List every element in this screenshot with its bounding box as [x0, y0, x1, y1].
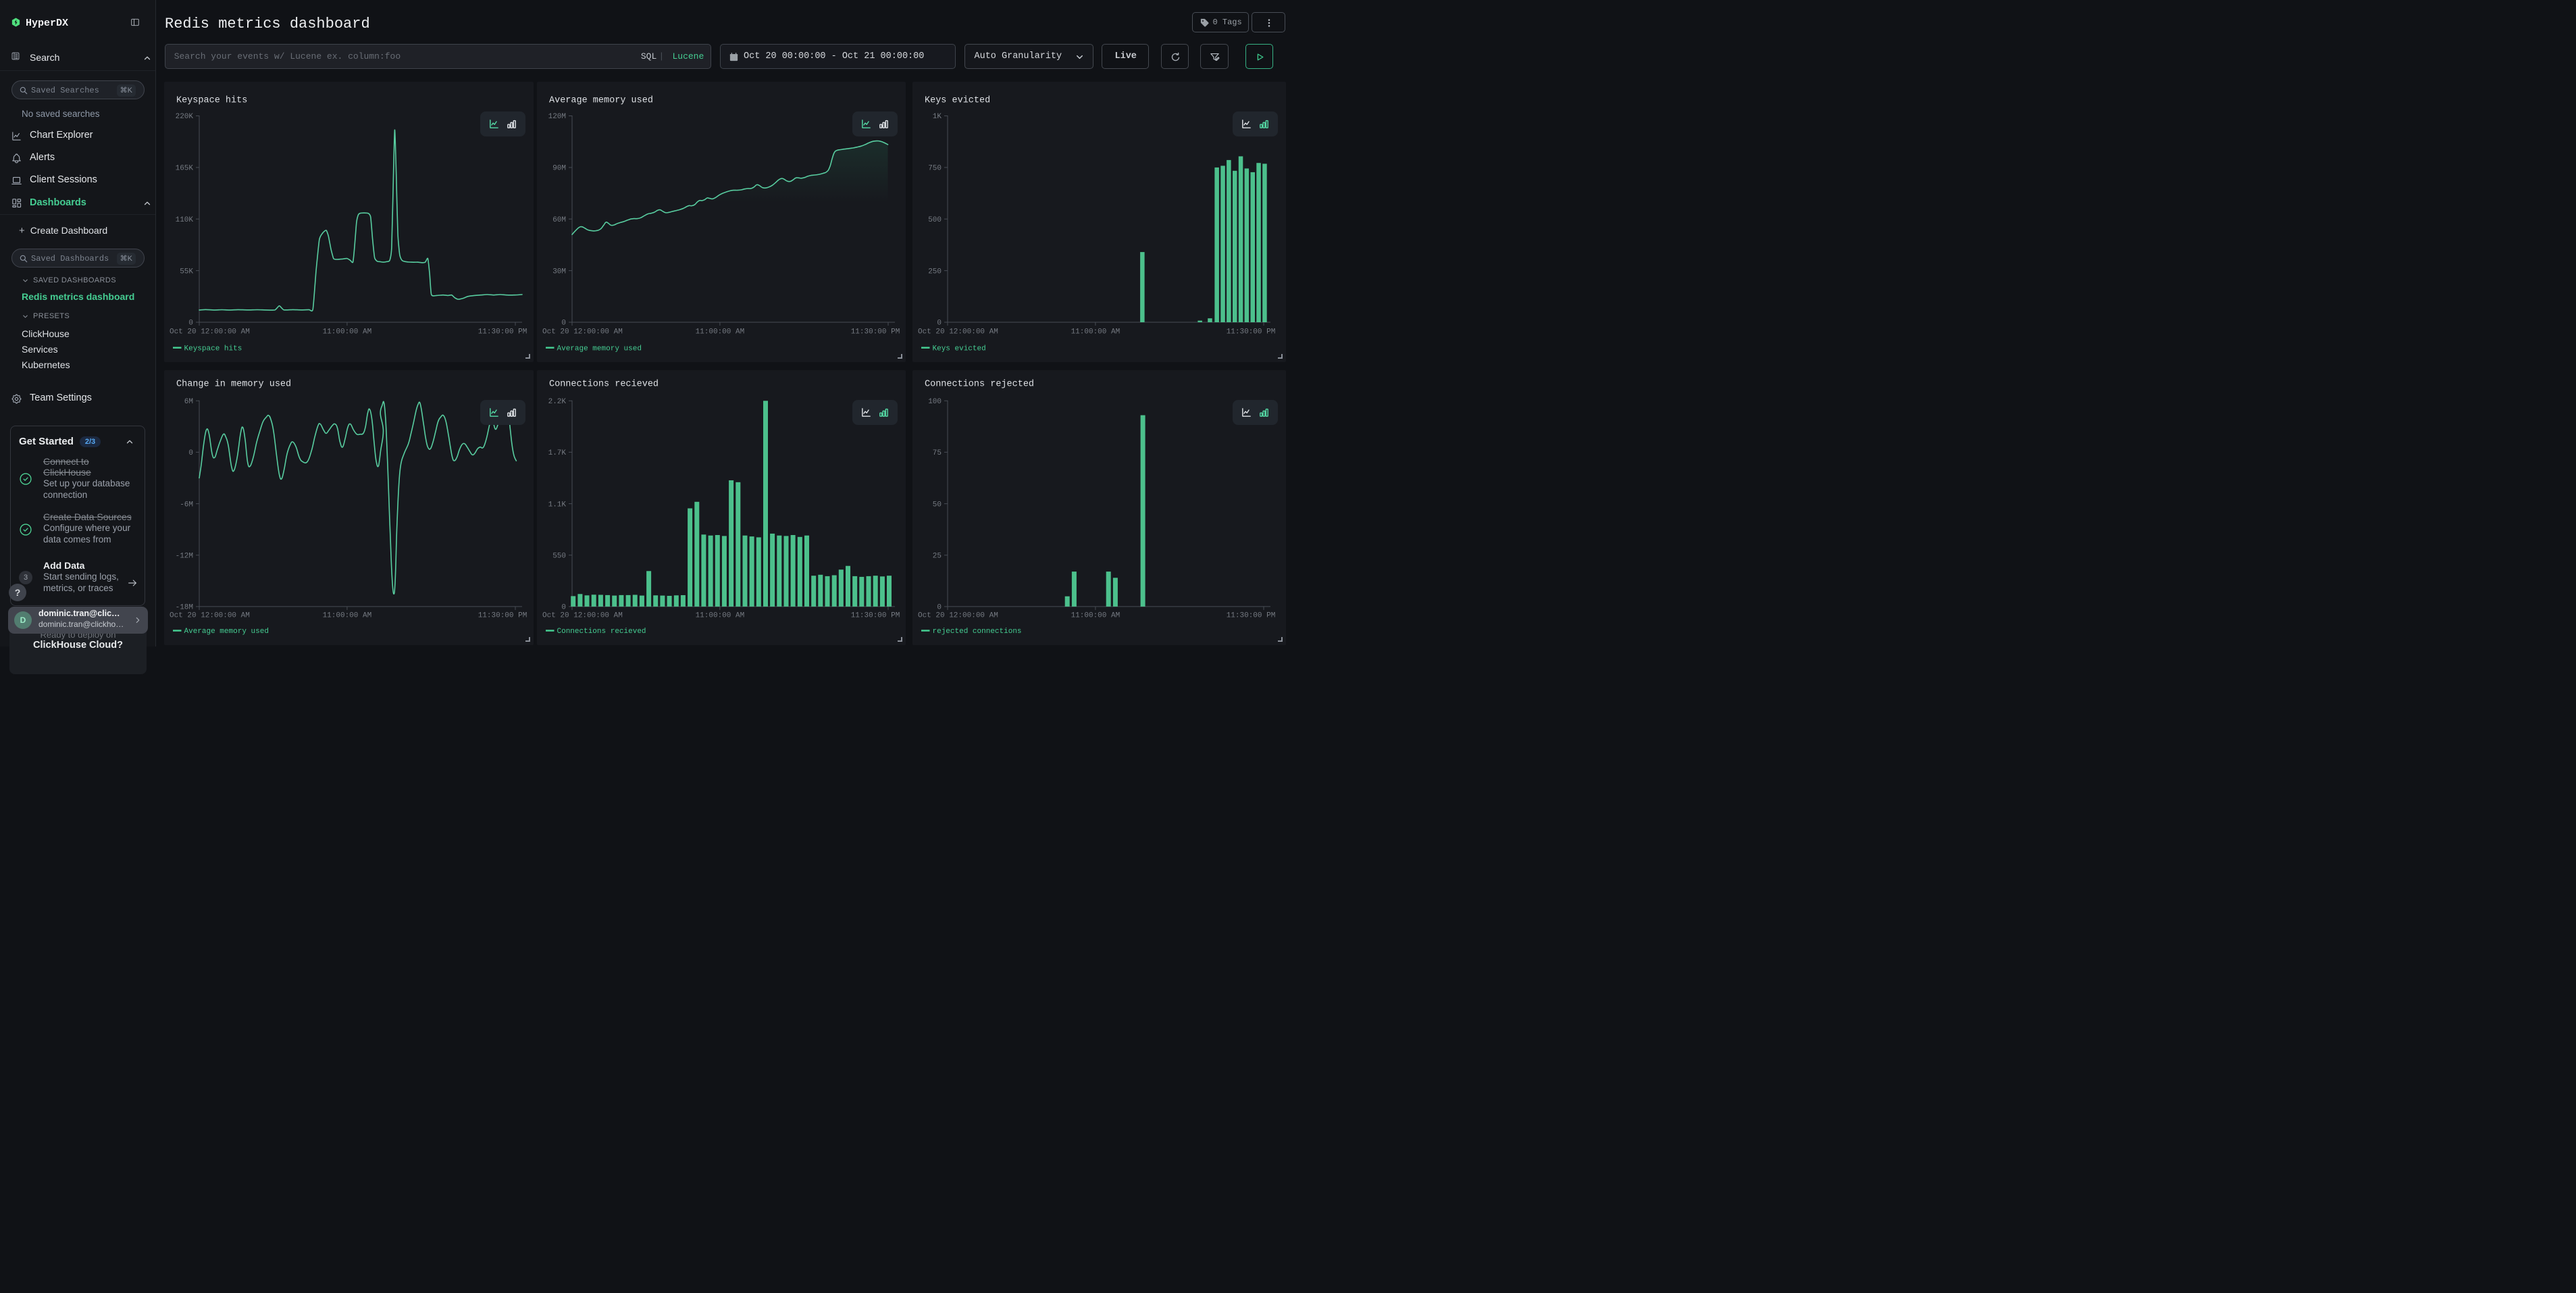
- svg-text:Oct 20 12:00:00 AM: Oct 20 12:00:00 AM: [918, 328, 998, 336]
- svg-text:11:00:00 AM: 11:00:00 AM: [323, 328, 372, 336]
- svg-text:Average memory used: Average memory used: [184, 628, 269, 636]
- svg-text:55K: 55K: [180, 268, 193, 276]
- svg-text:11:00:00 AM: 11:00:00 AM: [695, 328, 744, 336]
- svg-text:11:30:00 PM: 11:30:00 PM: [850, 328, 900, 336]
- svg-text:30M: 30M: [552, 268, 566, 276]
- svg-text:120M: 120M: [548, 113, 565, 121]
- svg-text:250: 250: [928, 268, 942, 276]
- svg-text:0: 0: [937, 319, 942, 327]
- svg-text:0: 0: [188, 449, 193, 457]
- svg-text:Average memory used: Average memory used: [549, 95, 653, 105]
- svg-text:11:00:00 AM: 11:00:00 AM: [1071, 328, 1120, 336]
- svg-text:Oct 20 12:00:00 AM: Oct 20 12:00:00 AM: [918, 611, 998, 619]
- svg-text:0: 0: [937, 603, 942, 611]
- svg-text:1K: 1K: [932, 113, 942, 121]
- svg-text:220K: 220K: [176, 113, 194, 121]
- svg-text:Average memory used: Average memory used: [557, 345, 641, 353]
- svg-text:11:30:00 PM: 11:30:00 PM: [478, 611, 527, 619]
- svg-text:Keys evicted: Keys evicted: [925, 95, 990, 105]
- svg-text:1.7K: 1.7K: [548, 449, 566, 457]
- svg-text:6M: 6M: [184, 398, 193, 406]
- svg-text:-12M: -12M: [176, 552, 193, 560]
- svg-text:Keyspace hits: Keyspace hits: [176, 95, 247, 105]
- svg-text:50: 50: [932, 501, 941, 509]
- svg-text:0: 0: [188, 319, 193, 327]
- svg-text:2.2K: 2.2K: [548, 398, 566, 406]
- svg-text:11:00:00 AM: 11:00:00 AM: [695, 611, 744, 619]
- svg-text:90M: 90M: [552, 164, 566, 172]
- svg-text:11:00:00 AM: 11:00:00 AM: [323, 611, 372, 619]
- svg-text:550: 550: [552, 552, 566, 560]
- svg-text:Keyspace hits: Keyspace hits: [184, 345, 242, 353]
- svg-text:Connections recieved: Connections recieved: [557, 628, 646, 636]
- svg-text:Oct 20 12:00:00 AM: Oct 20 12:00:00 AM: [170, 328, 250, 336]
- svg-text:11:30:00 PM: 11:30:00 PM: [850, 611, 900, 619]
- svg-text:Oct 20 12:00:00 AM: Oct 20 12:00:00 AM: [542, 611, 623, 619]
- svg-text:Oct 20 12:00:00 AM: Oct 20 12:00:00 AM: [542, 328, 623, 336]
- svg-text:1.1K: 1.1K: [548, 501, 566, 509]
- svg-text:rejected connections: rejected connections: [932, 628, 1021, 636]
- svg-text:75: 75: [932, 449, 941, 457]
- svg-text:11:30:00 PM: 11:30:00 PM: [478, 328, 527, 336]
- svg-text:11:00:00 AM: 11:00:00 AM: [1071, 611, 1120, 619]
- svg-text:25: 25: [932, 552, 941, 560]
- svg-text:500: 500: [928, 216, 942, 224]
- svg-text:60M: 60M: [552, 216, 566, 224]
- svg-text:750: 750: [928, 164, 942, 172]
- svg-text:Change in memory used: Change in memory used: [176, 379, 291, 389]
- svg-text:110K: 110K: [176, 216, 194, 224]
- svg-text:Connections recieved: Connections recieved: [549, 379, 659, 389]
- svg-text:11:30:00 PM: 11:30:00 PM: [1226, 328, 1275, 336]
- svg-text:Oct 20 12:00:00 AM: Oct 20 12:00:00 AM: [170, 611, 250, 619]
- svg-text:Keys evicted: Keys evicted: [932, 345, 985, 353]
- svg-text:100: 100: [928, 398, 942, 406]
- svg-text:-6M: -6M: [180, 501, 193, 509]
- svg-text:11:30:00 PM: 11:30:00 PM: [1226, 611, 1275, 619]
- svg-text:165K: 165K: [176, 164, 194, 172]
- svg-text:0: 0: [561, 319, 566, 327]
- svg-text:Connections rejected: Connections rejected: [925, 379, 1034, 389]
- svg-text:-18M: -18M: [176, 603, 193, 611]
- svg-text:0: 0: [561, 603, 566, 611]
